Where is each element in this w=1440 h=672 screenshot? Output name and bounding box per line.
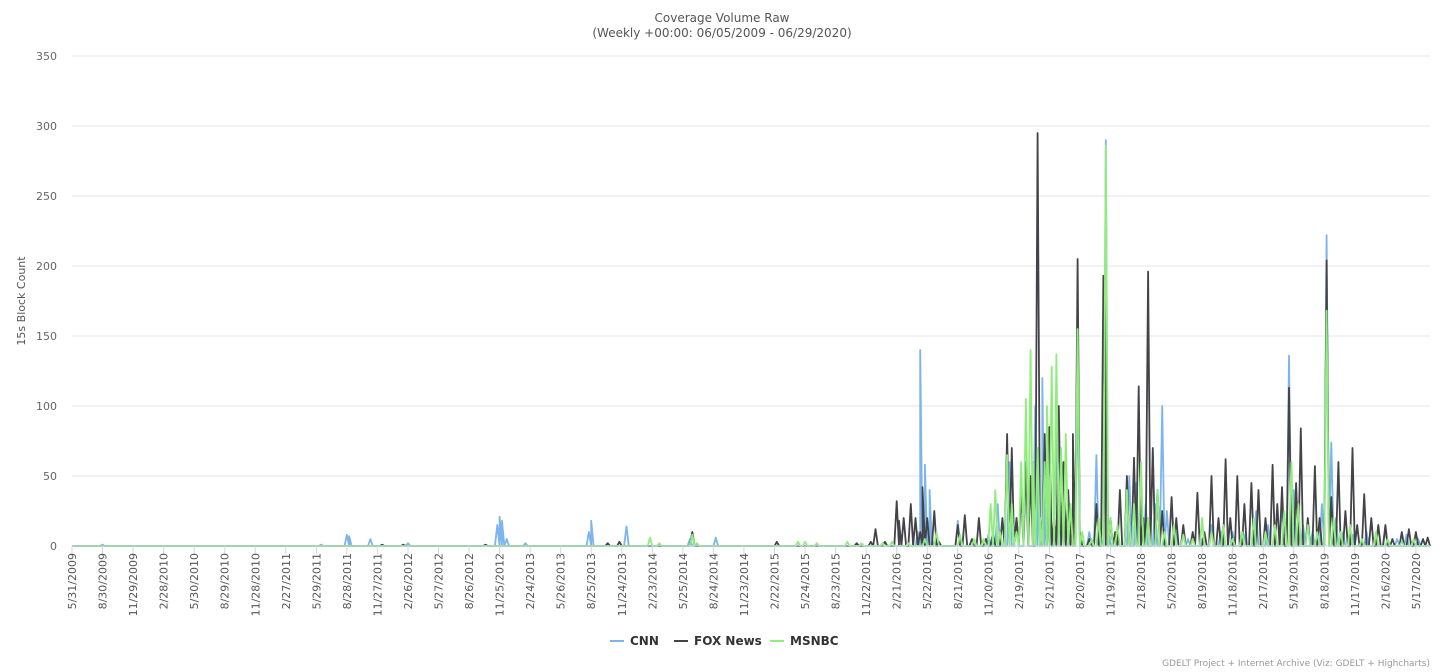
x-tick-label: 2/23/2014 [646, 553, 659, 609]
x-tick-label: 8/23/2015 [830, 553, 843, 609]
x-tick-label: 2/21/2016 [891, 553, 904, 609]
x-tick-label: 8/21/2016 [952, 553, 965, 609]
series-line-fox-news[interactable] [72, 132, 1431, 547]
x-tick-label: 5/19/2019 [1288, 553, 1301, 609]
x-tick-label: 5/25/2014 [677, 553, 690, 609]
y-tick-label: 250 [36, 190, 57, 203]
x-tick-label: 2/18/2018 [1135, 553, 1148, 609]
y-axis-title: 15s Block Count [15, 256, 28, 346]
y-tick-label: 50 [43, 470, 57, 483]
y-axis-ticks: 0 50 100 150 200 250 300 350 [36, 50, 57, 553]
y-tick-label: 350 [36, 50, 57, 63]
series-lines [72, 132, 1431, 547]
legend-item-cnn[interactable]: CNN [630, 634, 659, 648]
x-tick-label: 8/25/2013 [585, 553, 598, 609]
y-tick-label: 200 [36, 260, 57, 273]
x-tick-label: 5/21/2017 [1043, 553, 1056, 609]
x-tick-label: 5/30/2010 [188, 553, 201, 609]
x-tick-label: 8/24/2014 [707, 553, 720, 609]
x-tick-label: 5/27/2012 [433, 553, 446, 609]
x-tick-label: 11/27/2011 [371, 553, 384, 616]
x-tick-label: 11/24/2013 [616, 553, 629, 616]
y-tick-label: 300 [36, 120, 57, 133]
x-tick-label: 8/28/2011 [341, 553, 354, 609]
x-tick-label: 5/17/2020 [1410, 553, 1423, 609]
x-tick-label: 5/29/2011 [310, 553, 323, 609]
x-tick-label: 2/26/2012 [402, 553, 415, 609]
x-tick-label: 11/18/2018 [1227, 553, 1240, 616]
y-tick-label: 150 [36, 330, 57, 343]
x-tick-label: 11/23/2014 [738, 553, 751, 616]
credits-text[interactable]: GDELT Project + Internet Archive (Viz: G… [1162, 659, 1430, 669]
x-tick-label: 5/26/2013 [555, 553, 568, 609]
x-tick-label: 2/17/2019 [1257, 553, 1270, 609]
x-tick-label: 2/19/2017 [1013, 553, 1026, 609]
legend: CNN FOX News MSNBC [610, 634, 839, 648]
x-tick-label: 11/22/2015 [860, 553, 873, 616]
x-tick-label: 11/25/2012 [494, 553, 507, 616]
x-tick-label: 11/20/2016 [982, 553, 995, 616]
x-tick-label: 5/22/2016 [921, 553, 934, 609]
x-tick-label: 8/26/2012 [463, 553, 476, 609]
chart-title: Coverage Volume Raw [655, 11, 790, 25]
chart-subtitle: (Weekly +00:00: 06/05/2009 - 06/29/2020) [592, 26, 851, 40]
x-tick-label: 2/16/2020 [1379, 553, 1392, 609]
x-tick-label: 8/30/2009 [97, 553, 110, 609]
x-tick-label: 11/17/2019 [1349, 553, 1362, 616]
x-tick-label: 8/19/2018 [1196, 553, 1209, 609]
y-tick-label: 0 [50, 540, 57, 553]
x-tick-label: 5/31/2009 [66, 553, 79, 609]
x-axis-ticks: 5/31/2009 8/30/2009 11/29/2009 2/28/2010 5/3… [66, 546, 1423, 616]
x-tick-label: 8/20/2017 [1074, 553, 1087, 609]
x-tick-label: 11/28/2010 [249, 553, 262, 616]
x-tick-label: 11/29/2009 [127, 553, 140, 616]
legend-item-msnbc[interactable]: MSNBC [790, 634, 839, 648]
x-tick-label: 8/29/2010 [219, 553, 232, 609]
x-tick-label: 5/24/2015 [799, 553, 812, 609]
x-tick-label: 11/19/2017 [1104, 553, 1117, 616]
x-tick-label: 2/27/2011 [280, 553, 293, 609]
x-tick-label: 5/20/2018 [1166, 553, 1179, 609]
x-tick-label: 2/22/2015 [768, 553, 781, 609]
legend-item-fox-news[interactable]: FOX News [694, 634, 762, 648]
grid-lines [72, 55, 1430, 477]
x-tick-label: 8/18/2019 [1318, 553, 1331, 609]
x-tick-label: 2/24/2013 [524, 553, 537, 609]
x-tick-label: 2/28/2010 [158, 553, 171, 609]
y-tick-label: 100 [36, 400, 57, 413]
